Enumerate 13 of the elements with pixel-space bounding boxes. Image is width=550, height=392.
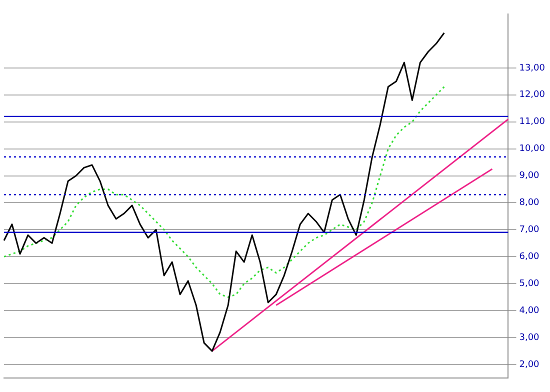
y-tick-label: 10,00 bbox=[519, 144, 546, 154]
y-tick-label: 9,00 bbox=[519, 171, 540, 182]
y-tick-label: 2,00 bbox=[519, 360, 540, 370]
y-tick-label: 8,00 bbox=[519, 198, 540, 208]
y-tick-label: 12,00 bbox=[519, 90, 546, 100]
y-tick-label: 11,00 bbox=[519, 117, 546, 128]
line-series bbox=[3, 86, 445, 298]
y-tick-label: 4,00 bbox=[519, 306, 540, 316]
y-tick-label: 7,00 bbox=[519, 225, 540, 236]
y-tick-label: 3,00 bbox=[519, 332, 540, 343]
y-tick-label: 5,00 bbox=[519, 278, 540, 289]
y-tick-label: 6,00 bbox=[519, 252, 540, 262]
y-tick-label: 13,00 bbox=[519, 63, 546, 74]
